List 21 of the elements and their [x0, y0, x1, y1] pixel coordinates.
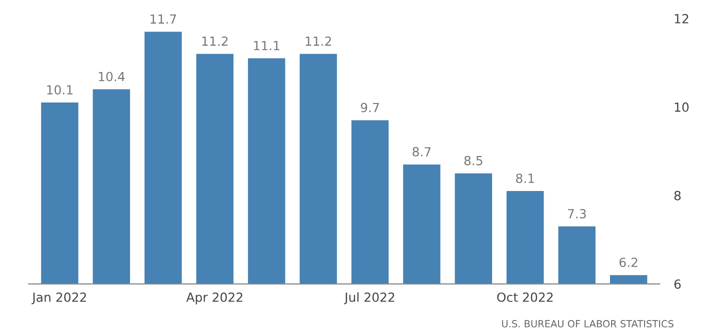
y-tick-label: 10 — [674, 102, 689, 112]
text: U.S. BUREAU OF LABOR STATISTICS — [502, 320, 674, 328]
data-label: 8.5 — [464, 156, 482, 166]
data-label: 11.2 — [202, 36, 228, 46]
data-label: 9.7 — [360, 102, 379, 112]
data-label: 11.7 — [150, 14, 176, 24]
x-tick-label: Apr 2022 — [186, 292, 242, 304]
x-tick-label: Oct 2022 — [497, 292, 553, 302]
data-label: 7.3 — [568, 208, 586, 218]
data-label: 10.1 — [47, 85, 72, 95]
y-tick-label: 6 — [674, 279, 681, 289]
data-label: 11.1 — [254, 41, 280, 50]
data-label: 10.4 — [98, 72, 125, 82]
data-label: 8.1 — [516, 174, 534, 184]
y-tick-label: 8 — [674, 190, 681, 200]
x-tick-label: Jul 2022 — [344, 292, 394, 304]
data-label: 11.2 — [306, 36, 331, 46]
data-label: 8.7 — [412, 147, 431, 156]
x-tick-label: Jan 2022 — [32, 292, 86, 304]
data-label: 6.2 — [620, 258, 638, 268]
y-tick-label: 12 — [674, 14, 688, 24]
